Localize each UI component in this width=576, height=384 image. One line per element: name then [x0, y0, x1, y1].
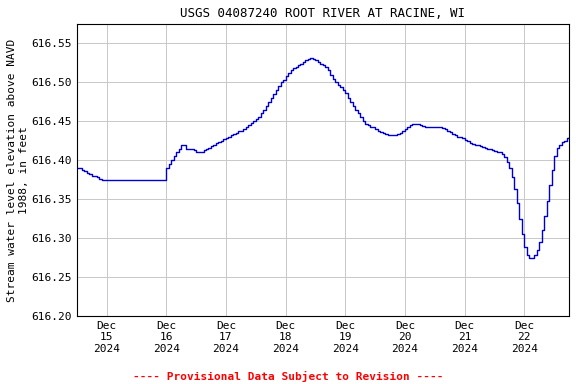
Y-axis label: Stream water level elevation above NAVD
1988, in feet: Stream water level elevation above NAVD …: [7, 38, 29, 301]
Text: ---- Provisional Data Subject to Revision ----: ---- Provisional Data Subject to Revisio…: [132, 371, 444, 382]
Title: USGS 04087240 ROOT RIVER AT RACINE, WI: USGS 04087240 ROOT RIVER AT RACINE, WI: [180, 7, 465, 20]
